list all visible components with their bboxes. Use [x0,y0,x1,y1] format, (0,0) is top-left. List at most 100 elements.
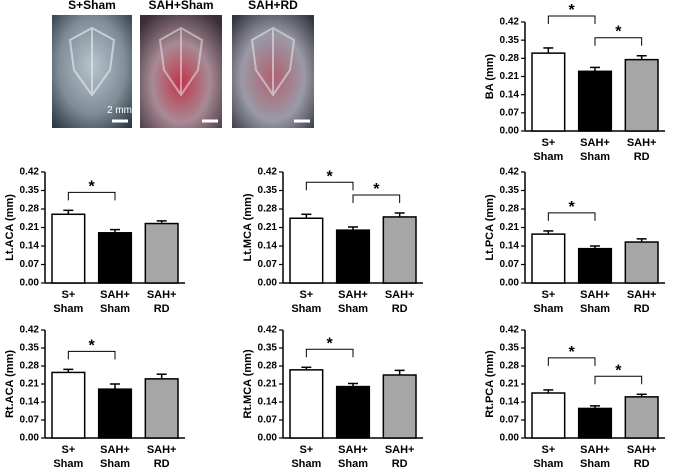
x-tick-label: S+ Sham [533,289,563,315]
x-tick-label: SAH+ RD [147,444,177,469]
y-tick-label: 0.42 [20,167,40,178]
y-tick-label: 0.28 [258,361,278,372]
x-tick-label: S+ Sham [533,137,563,163]
bar [531,392,566,439]
bar [97,232,133,284]
x-tick-label: SAH+ RD [627,289,657,315]
photo-label: S+Sham [68,0,116,12]
vessel-outline [250,26,296,97]
y-axis-label: Rt.MCA (mm) [242,349,254,419]
photo-label: SAH+RD [248,0,298,12]
significance-label: * [615,24,622,41]
y-tick-label: 0.42 [258,167,278,178]
bar [577,407,613,439]
x-tick-label: SAH+ Sham [100,444,130,469]
y-tick-label: 0.35 [500,185,520,196]
y-tick-label: 0.00 [500,278,520,289]
bar-chart: 0.00 0.07 0.14 0.21 0.28 0.35 0.42 Rt.MCA (mm) S… [242,325,423,469]
y-tick-label: 0.28 [20,204,40,215]
y-tick-label: 0.00 [500,433,520,444]
y-tick-label: 0.00 [20,433,40,444]
bar [289,369,324,439]
y-tick-label: 0.42 [500,167,520,178]
bar [531,52,566,132]
significance-bracket [594,37,643,46]
y-tick-label: 0.21 [20,379,40,390]
y-tick-label: 0.21 [258,222,278,233]
y-tick-label: 0.07 [20,415,40,426]
y-tick-label: 0.28 [500,204,520,215]
y-tick-label: 0.28 [258,204,278,215]
y-tick-label: 0.35 [258,185,278,196]
significance-label: * [327,335,334,352]
significance-bracket [67,350,116,360]
y-axis-label: Lt.PCA (mm) [484,194,496,261]
y-tick-label: 0.14 [20,397,40,408]
vessel-outline [68,26,116,97]
significance-bracket [305,181,354,191]
significance-bracket [547,15,596,24]
scale-label: 2 mm [107,105,132,116]
y-axis-label: Lt.ACA (mm) [4,194,16,261]
y-tick-label: 0.35 [500,343,520,354]
x-tick-label: S+ Sham [53,289,83,315]
y-tick-label: 0.14 [258,241,278,252]
significance-label: * [569,199,576,216]
bar [335,385,371,439]
y-tick-label: 0.14 [20,241,40,252]
significance-bracket [547,212,596,221]
y-tick-label: 0.42 [20,325,40,336]
y-tick-label: 0.07 [20,259,40,270]
y-tick-label: 0.35 [20,185,40,196]
y-tick-label: 0.28 [500,361,520,372]
y-tick-label: 0.42 [500,17,520,28]
significance-label: * [569,344,576,361]
bar-chart: 0.00 0.07 0.14 0.21 0.28 0.35 0.42 Lt.ACA (mm) S… [4,167,185,315]
bar-chart: 0.00 0.07 0.14 0.21 0.28 0.35 0.42 Lt.PCA (mm) S… [484,167,665,315]
y-tick-label: 0.42 [500,325,520,336]
y-tick-label: 0.28 [500,53,520,64]
y-axis-label: Rt.PCA (mm) [484,350,496,418]
bar-chart: 0.00 0.07 0.14 0.21 0.28 0.35 0.42 Rt.PCA (mm) S… [484,325,665,469]
bar [382,374,417,439]
significance-label: * [373,181,380,198]
y-tick-label: 0.21 [500,222,520,233]
x-tick-label: SAH+ Sham [580,137,610,163]
bar [144,378,179,439]
y-axis-label: Rt.ACA (mm) [4,350,16,418]
y-tick-label: 0.07 [258,259,278,270]
x-tick-label: SAH+ RD [627,444,657,469]
bar [624,396,659,439]
x-tick-label: SAH+ Sham [580,444,610,469]
y-tick-label: 0.21 [20,222,40,233]
bar [51,371,86,439]
x-tick-label: SAH+ RD [385,289,415,315]
x-tick-label: SAH+ Sham [338,289,368,315]
significance-bracket [594,375,643,385]
significance-label: * [327,168,334,185]
y-tick-label: 0.07 [500,107,520,118]
x-tick-label: S+ Sham [291,289,321,315]
bar [144,222,179,284]
bar [624,241,659,284]
x-tick-label: S+ Sham [533,444,563,469]
x-tick-label: SAH+ RD [627,137,657,163]
y-tick-label: 0.14 [258,397,278,408]
x-tick-label: S+ Sham [53,444,83,469]
photo-label: SAH+Sham [148,0,213,12]
y-tick-label: 0.21 [258,379,278,390]
y-tick-label: 0.21 [500,71,520,82]
y-tick-label: 0.35 [20,343,40,354]
y-axis-label: Lt.MCA (mm) [242,193,254,261]
y-tick-label: 0.00 [258,433,278,444]
bar [335,229,371,284]
y-tick-label: 0.00 [20,278,40,289]
x-tick-label: SAH+ Sham [580,289,610,315]
bar [531,233,566,284]
y-axis-label: BA (mm) [484,53,496,99]
bar [51,213,86,284]
bar [624,58,659,132]
y-tick-label: 0.00 [500,126,520,137]
y-tick-label: 0.28 [20,361,40,372]
